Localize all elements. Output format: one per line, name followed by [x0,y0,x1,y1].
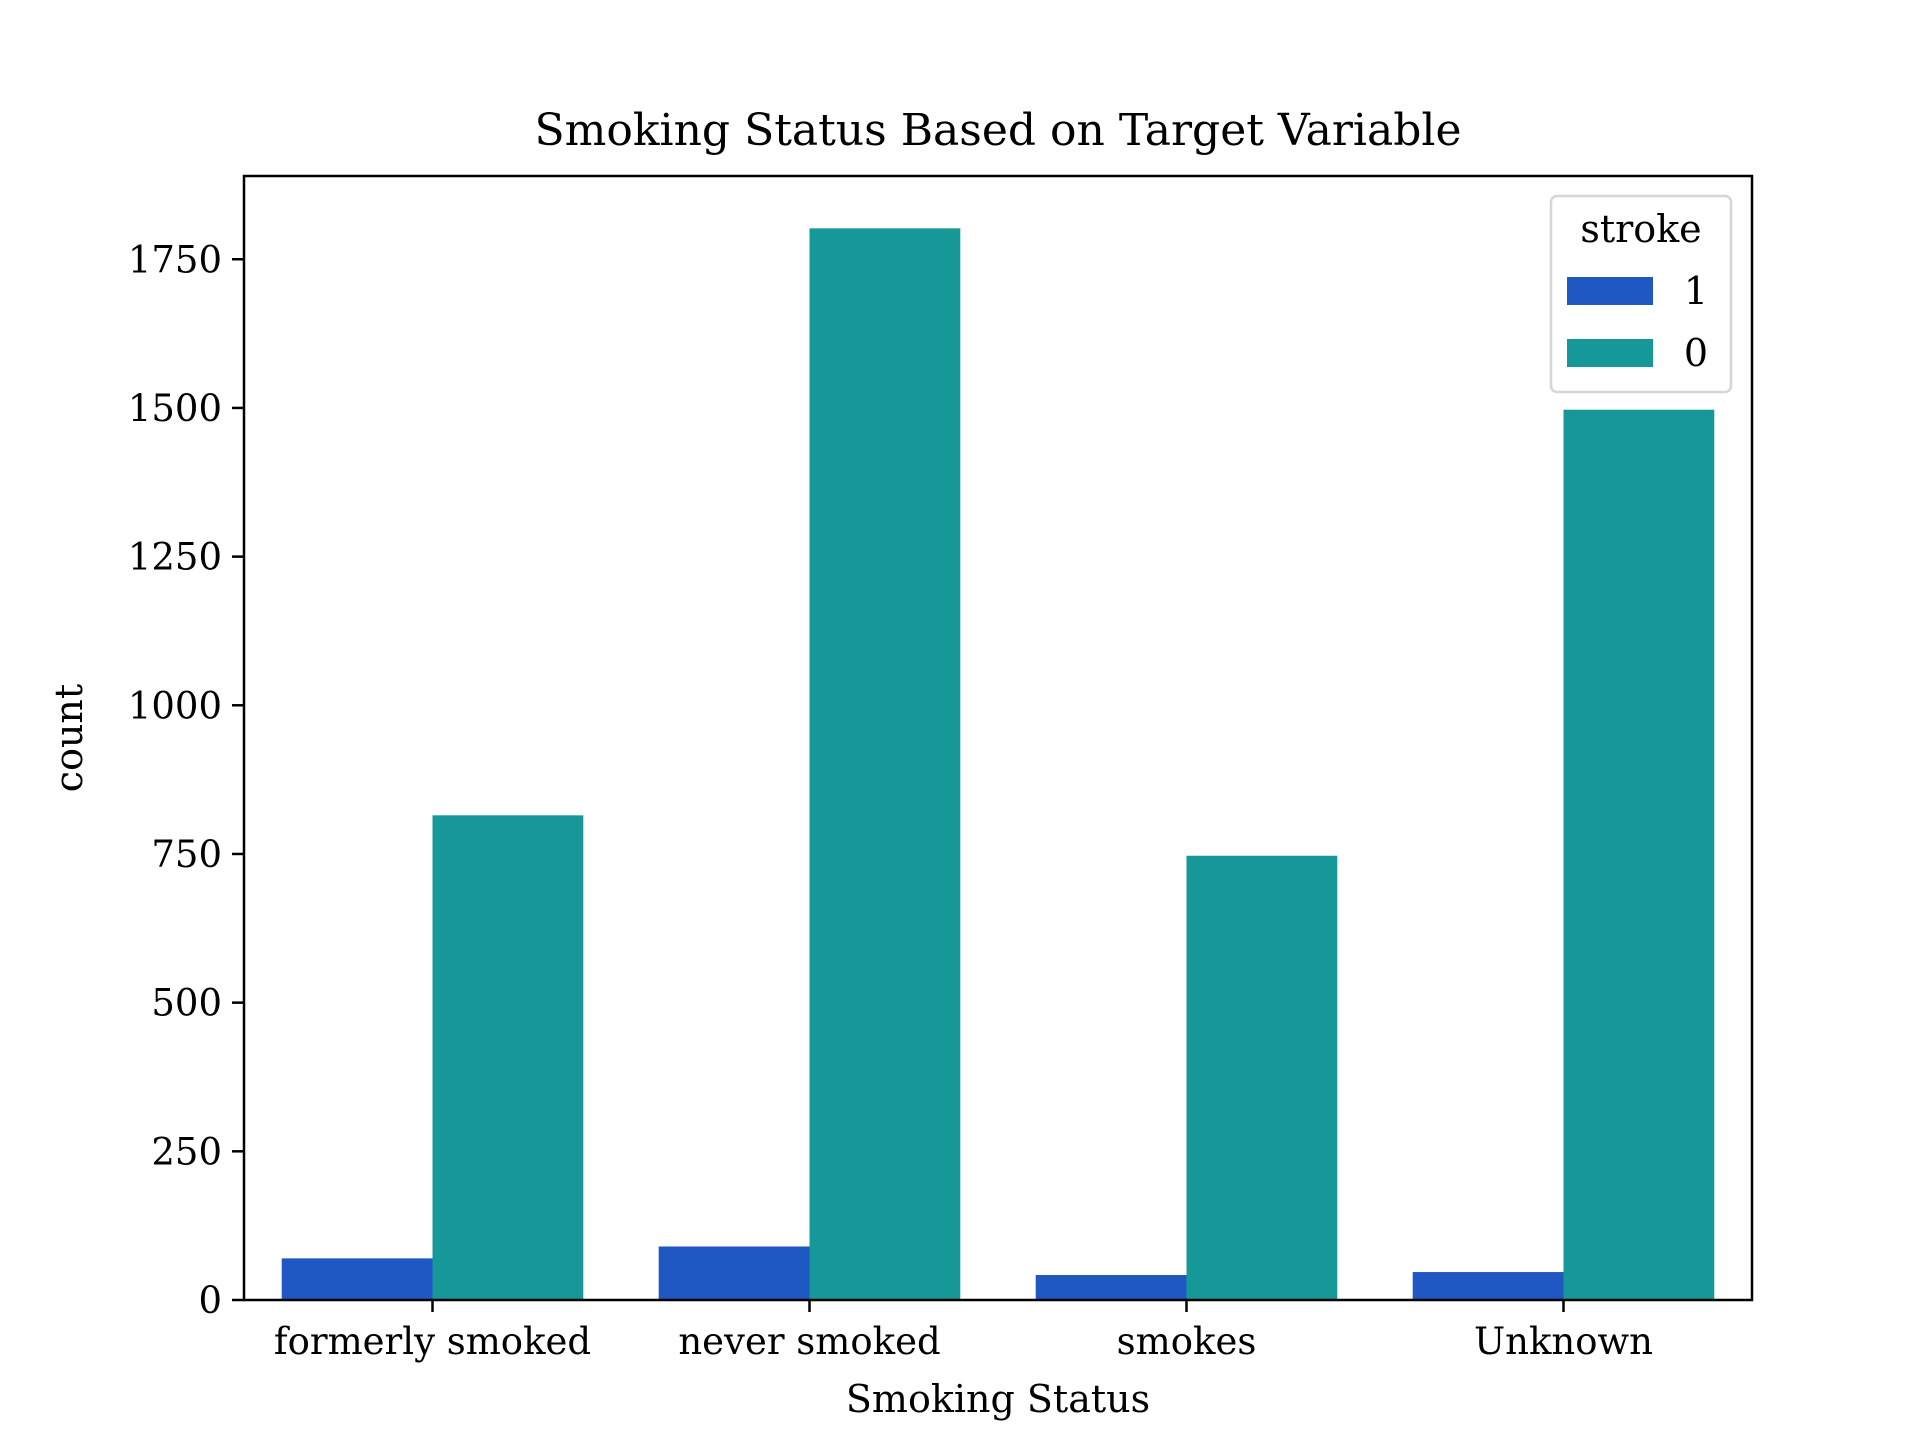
legend: stroke 10 [1549,194,1733,394]
x-tick-label: formerly smoked [274,1320,591,1363]
bar-smokes-stroke-1 [1035,1275,1187,1300]
legend-swatch-stroke-0 [1567,339,1653,367]
x-tick-label: smokes [1117,1320,1257,1363]
bar-never-smoked-stroke-0 [809,228,961,1301]
x-tick-label: Unknown [1474,1320,1653,1363]
bar-unknown-stroke-0 [1563,409,1715,1300]
bar-formerly-smoked-stroke-1 [281,1258,433,1300]
y-tick-label: 500 [151,982,222,1025]
legend-items: 10 [1567,269,1708,375]
chart-title: Smoking Status Based on Target Variable [534,105,1461,156]
bar-never-smoked-stroke-1 [658,1246,810,1300]
x-axis-title: Smoking Status [846,1377,1150,1421]
plot-frame [242,174,1754,1302]
legend-title: stroke [1580,207,1701,251]
y-tick-label: 1750 [128,238,222,281]
y-axis-title: count [47,684,91,792]
y-tick-label: 1250 [128,536,222,579]
y-tick-label: 0 [198,1279,222,1322]
y-tick-label: 1500 [128,387,222,430]
legend-label-stroke-1: 1 [1684,269,1708,313]
bar-smokes-stroke-0 [1186,855,1338,1300]
y-tick-label: 250 [151,1130,222,1173]
x-axis: formerly smoked never smoked smokes Unknown [274,1300,1653,1363]
bar-formerly-smoked-stroke-0 [432,815,584,1300]
x-tick-label: never smoked [678,1320,940,1363]
legend-label-stroke-0: 0 [1684,331,1708,375]
y-axis: 0 250 500 750 1000 1250 1500 1750 [128,238,244,1322]
bar-unknown-stroke-1 [1412,1272,1564,1300]
bars-group [281,228,1715,1301]
y-tick-label: 1000 [128,684,222,727]
y-tick-label: 750 [151,833,222,876]
legend-swatch-stroke-1 [1567,277,1653,305]
